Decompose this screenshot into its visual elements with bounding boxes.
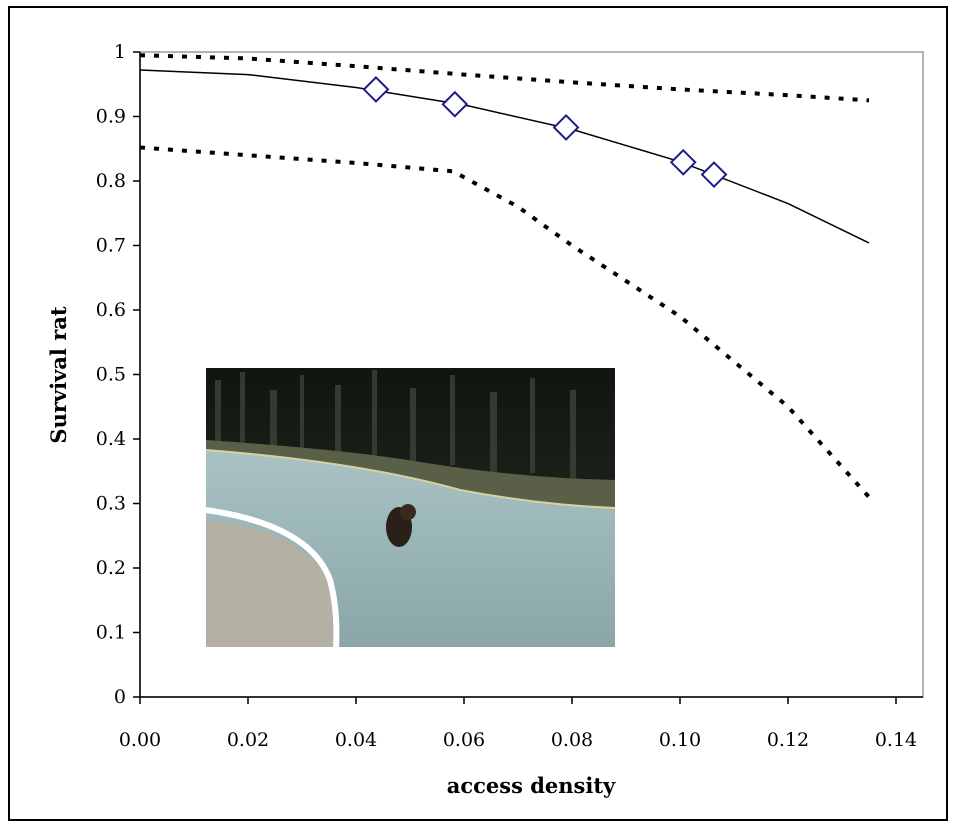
diamond-marker (669, 148, 697, 176)
y-tick-label: 0.5 (96, 364, 126, 386)
diamond-marker (700, 161, 728, 188)
x-tick-label: 0.08 (551, 729, 593, 751)
diamond-marker (552, 114, 580, 141)
x-tick-label: 0.02 (227, 729, 269, 751)
x-tick-label: 0.12 (767, 729, 809, 751)
x-tick-label: 0.00 (119, 729, 161, 751)
y-tick-label: 0.9 (96, 106, 126, 128)
x-axis-title: access density (447, 773, 616, 798)
x-tick-label: 0.06 (443, 729, 485, 751)
y-tick-label: 0.8 (96, 170, 126, 192)
x-tick-label: 0.04 (335, 729, 377, 751)
axes: 0 0.1 0.2 0.3 0.4 0.5 0.6 0.7 0.8 0.9 1 0.00 0.02 0.0… (96, 41, 923, 751)
y-tick-label: 0.4 (96, 428, 126, 450)
y-axis-title: Survival rat (46, 306, 71, 443)
x-tick-label: 0.10 (659, 729, 701, 751)
x-tick-label: 0.14 (875, 729, 917, 751)
y-tick-label: 0.7 (96, 235, 126, 257)
diamond-marker (362, 75, 390, 103)
series-layer (139, 53, 871, 499)
y-tick-label: 0 (114, 686, 126, 708)
y-tick-label: 0.1 (96, 622, 126, 644)
estimate-line (139, 69, 870, 244)
confidence-bound-line (139, 53, 870, 103)
y-tick-label: 1 (114, 41, 126, 63)
diamond-marker (441, 90, 469, 118)
confidence-bound-line (139, 145, 871, 499)
bear-on-road-photo (206, 368, 615, 647)
y-tick-label: 0.6 (96, 299, 126, 321)
y-tick-label: 0.3 (96, 493, 126, 515)
y-tick-label: 0.2 (96, 557, 126, 579)
